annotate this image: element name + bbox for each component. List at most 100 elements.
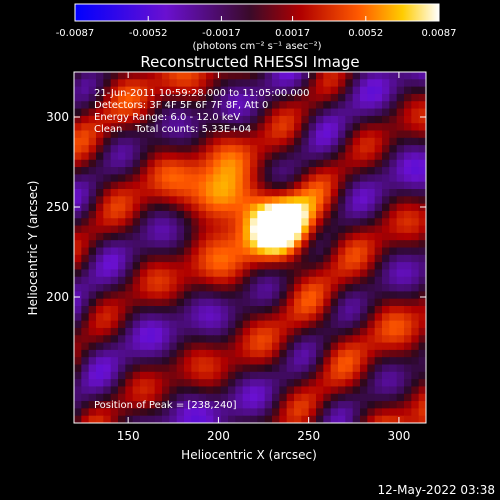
heatmap-cell — [74, 254, 82, 263]
heatmap-cell — [294, 101, 302, 110]
heatmap-cell — [110, 130, 119, 139]
heatmap-cell — [110, 196, 119, 205]
heatmap-cell — [125, 218, 134, 227]
heatmap-cell — [235, 101, 244, 110]
heatmap-cell — [169, 115, 178, 124]
heatmap-cell — [345, 291, 354, 300]
y-tick-label: 250 — [46, 200, 69, 214]
heatmap-cell — [74, 393, 82, 402]
heatmap-cell — [316, 167, 324, 175]
heatmap-cell — [169, 393, 178, 402]
heatmap-cell — [162, 174, 170, 183]
heatmap-cell — [198, 210, 207, 219]
heatmap-cell — [147, 349, 156, 358]
heatmap-cell — [191, 357, 200, 366]
heatmap-cell — [264, 357, 273, 366]
heatmap-cell — [132, 320, 141, 329]
heatmap-cell — [404, 401, 412, 409]
heatmap-cell — [374, 298, 383, 307]
heatmap-cell — [198, 401, 207, 409]
heatmap-cell — [316, 115, 324, 124]
heatmap-cell — [308, 86, 317, 95]
heatmap-cell — [169, 189, 178, 197]
heatmap-cell — [352, 115, 361, 124]
heatmap-cell — [264, 137, 273, 146]
heatmap-cell — [176, 408, 185, 417]
heatmap-cell — [338, 196, 346, 205]
heatmap-cell — [338, 401, 346, 409]
heatmap-cell — [294, 210, 302, 219]
heatmap-cell — [323, 145, 332, 154]
heatmap-cell — [176, 145, 185, 154]
heatmap-cell — [198, 313, 207, 322]
heatmap-cell — [74, 159, 82, 168]
heatmap-cell — [206, 93, 214, 102]
heatmap-cell — [228, 86, 236, 95]
heatmap-cell — [140, 145, 148, 154]
heatmap-cell — [132, 371, 141, 380]
heatmap-cell — [235, 254, 244, 263]
heatmap-cell — [330, 203, 339, 212]
heatmap-cell — [411, 327, 420, 336]
heatmap-cell — [235, 115, 244, 124]
heatmap-cell — [118, 240, 126, 249]
heatmap-cell — [294, 306, 302, 314]
heatmap-cell — [184, 335, 192, 344]
heatmap-cell — [418, 145, 426, 154]
heatmap-cell — [272, 327, 280, 336]
heatmap-cell — [338, 269, 346, 278]
heatmap-cell — [316, 210, 324, 219]
heatmap-cell — [103, 152, 112, 161]
heatmap-cell — [88, 291, 97, 300]
heatmap-cell — [323, 335, 332, 344]
heatmap-cell — [125, 181, 134, 190]
heatmap-cell — [220, 357, 229, 366]
heatmap-cell — [184, 130, 192, 139]
heatmap-cell — [345, 137, 354, 146]
heatmap-cell — [140, 167, 148, 175]
heatmap-cell — [154, 313, 163, 322]
heatmap-cell — [360, 357, 368, 366]
heatmap-cell — [162, 240, 170, 249]
heatmap-cell — [220, 379, 229, 388]
heatmap-cell — [418, 72, 426, 80]
heatmap-cell — [367, 189, 376, 197]
heatmap-cell — [206, 327, 214, 336]
heatmap-cell — [404, 72, 412, 80]
heatmap-cell — [242, 415, 251, 423]
heatmap-cell — [286, 167, 295, 175]
heatmap-cell — [110, 327, 119, 336]
heatmap-cell — [338, 313, 346, 322]
heatmap-cell — [345, 401, 354, 409]
heatmap-cell — [162, 408, 170, 417]
heatmap-cell — [279, 349, 288, 358]
heatmap-cell — [345, 123, 354, 132]
heatmap-cell — [228, 276, 236, 285]
heatmap-cell — [96, 408, 104, 417]
heatmap-cell — [81, 320, 90, 329]
heatmap-cell — [345, 203, 354, 212]
heatmap-cell — [264, 152, 273, 161]
heatmap-cell — [191, 306, 200, 314]
heatmap-cell — [250, 371, 258, 380]
heatmap-cell — [250, 320, 258, 329]
heatmap-cell — [367, 145, 376, 154]
heatmap-cell — [396, 379, 405, 388]
heatmap-cell — [191, 415, 200, 423]
heatmap-cell — [360, 174, 368, 183]
heatmap-cell — [272, 298, 280, 307]
heatmap-cell — [140, 174, 148, 183]
heatmap-cell — [125, 196, 134, 205]
heatmap-cell — [352, 159, 361, 168]
heatmap-cell — [286, 79, 295, 88]
heatmap-cell — [118, 218, 126, 227]
heatmap-cell — [367, 357, 376, 366]
heatmap-cell — [198, 152, 207, 161]
heatmap-cell — [279, 284, 288, 292]
heatmap-cell — [213, 181, 222, 190]
heatmap-cell — [206, 152, 214, 161]
heatmap-cell — [169, 72, 178, 80]
heatmap-cell — [286, 145, 295, 154]
heatmap-cell — [286, 210, 295, 219]
heatmap-cell — [213, 225, 222, 234]
